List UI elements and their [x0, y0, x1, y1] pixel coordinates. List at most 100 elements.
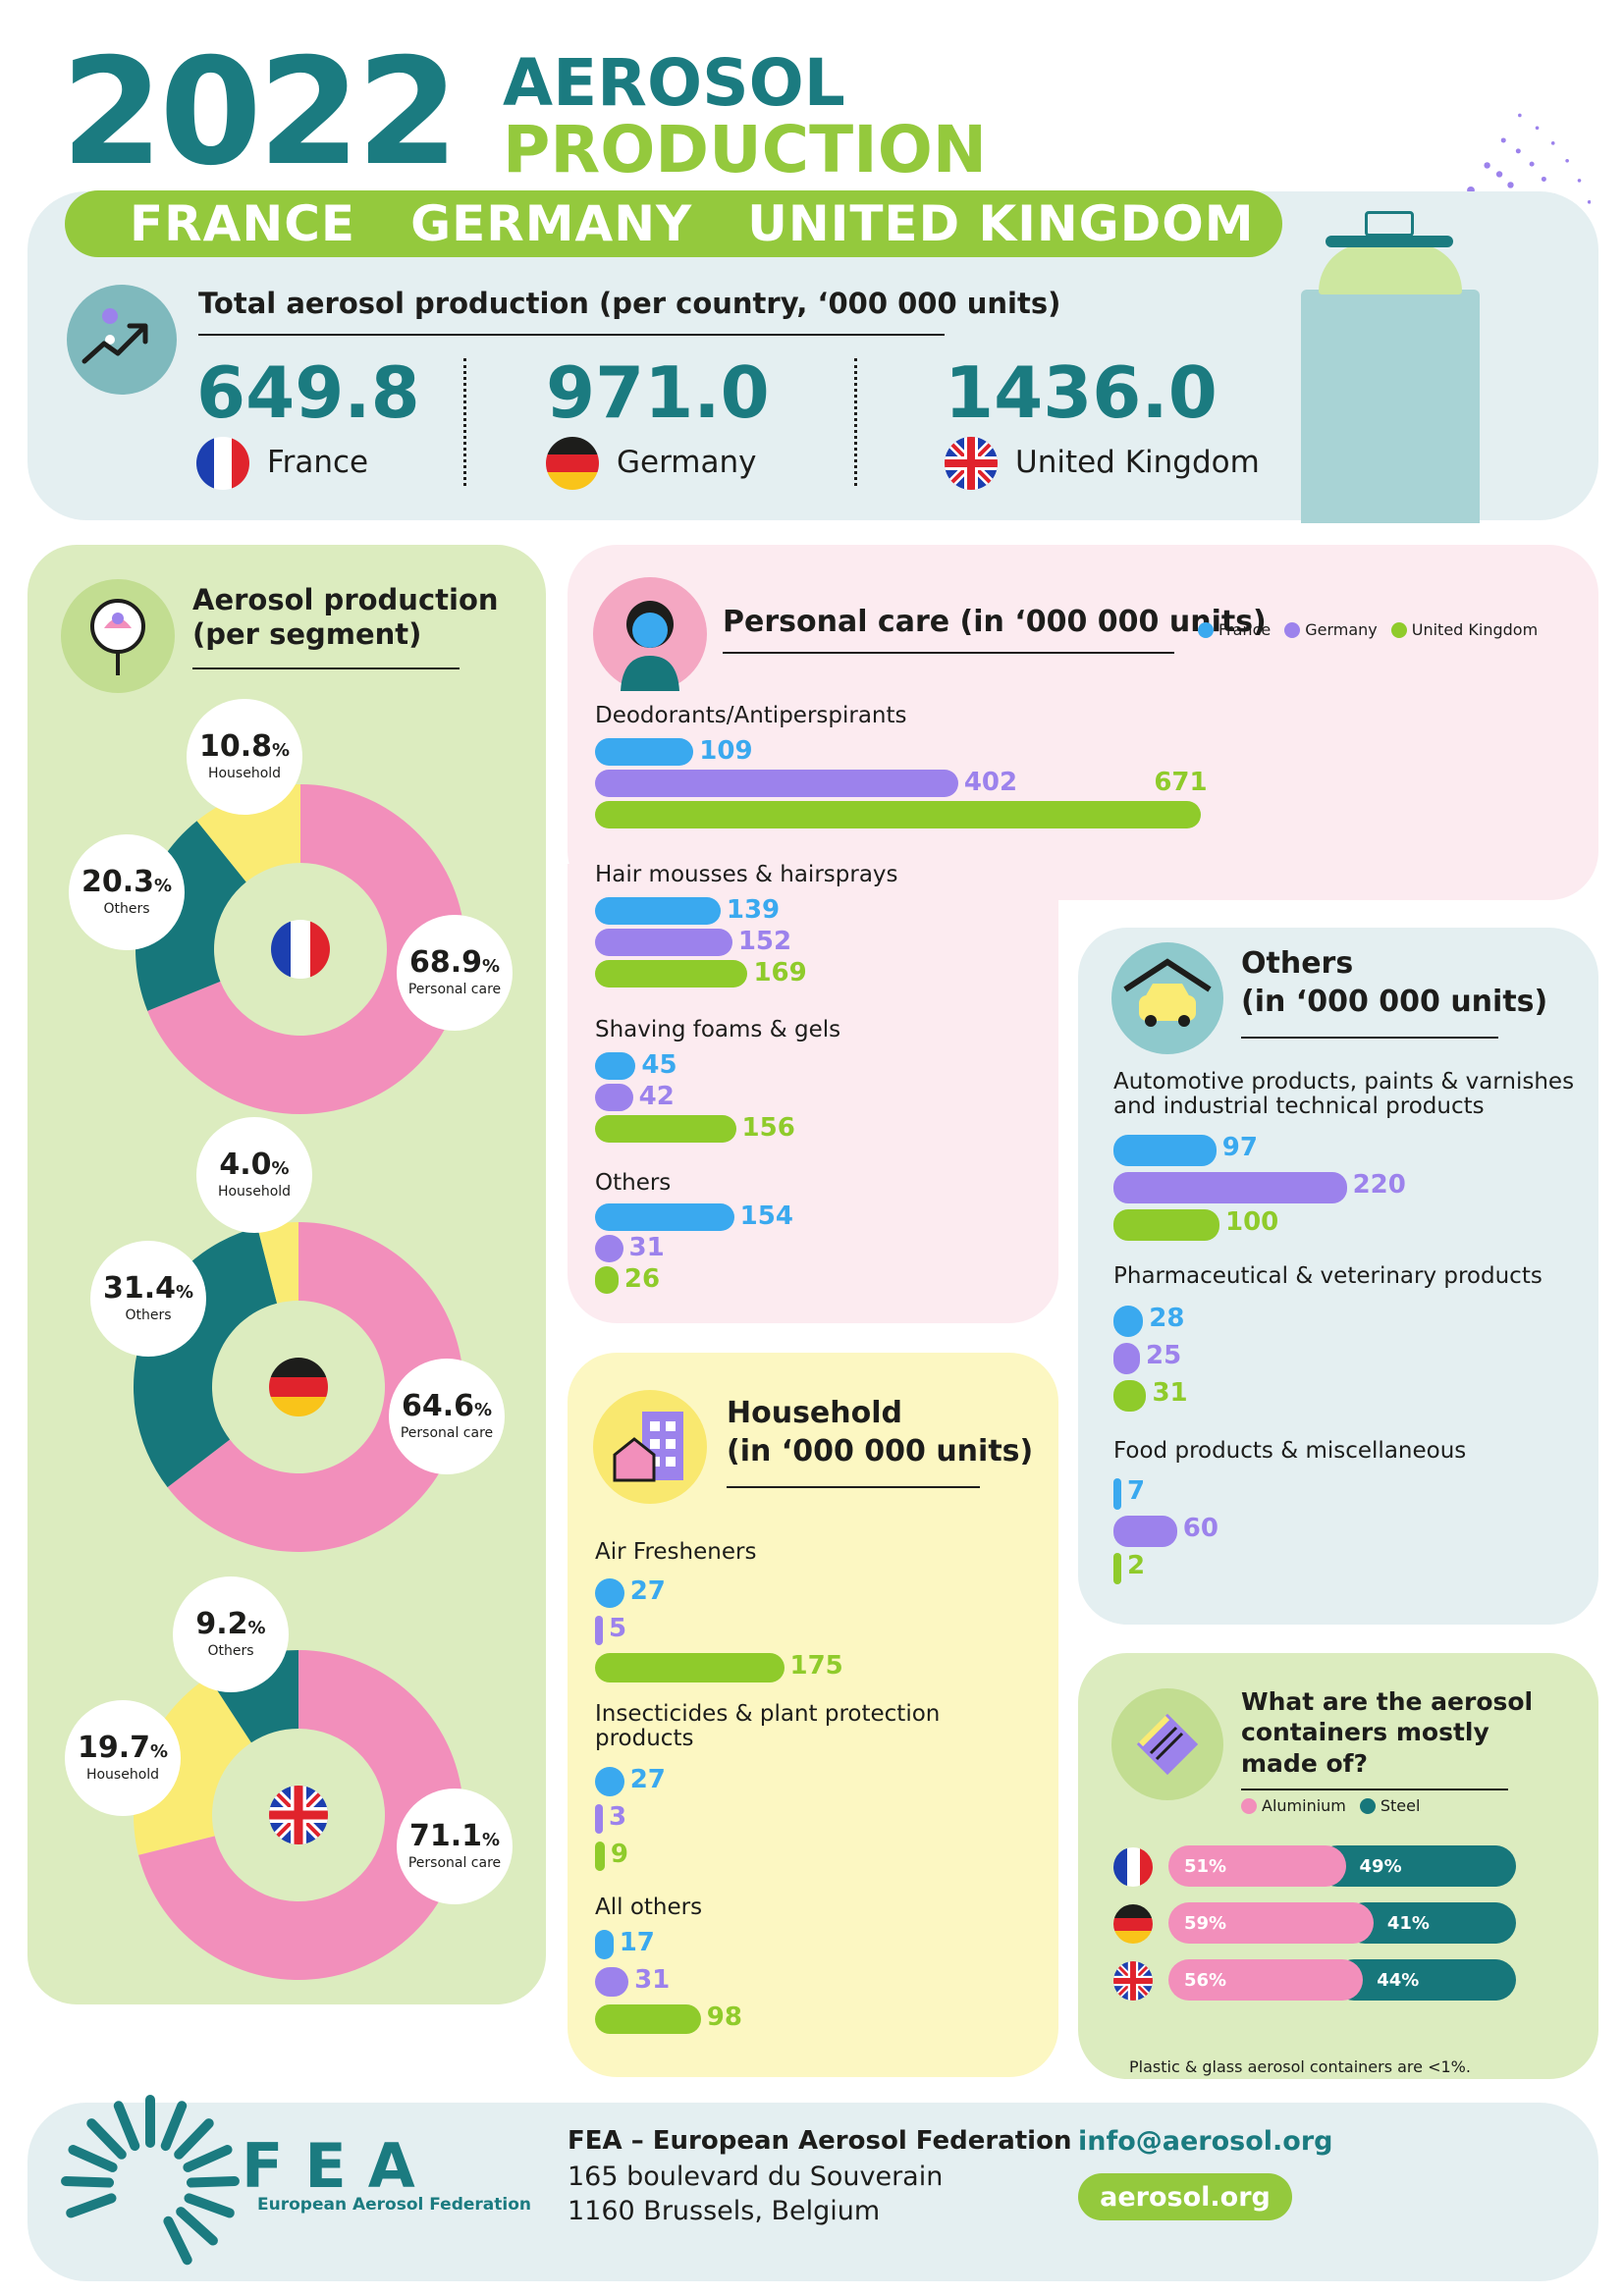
logo-ray — [160, 2101, 188, 2152]
footer-website-link[interactable]: aerosol.org — [1078, 2173, 1292, 2220]
country-banner-uk: UNITED KINGDOM — [747, 195, 1255, 252]
legend-label: Steel — [1380, 1796, 1421, 1815]
bar-value-label: 97 — [1221, 1133, 1258, 1162]
personal-care-title: Personal care (in ‘000 000 units) — [723, 605, 1267, 639]
pct-sign: % — [481, 956, 501, 977]
segment-title: Aerosol production (per segment) — [192, 583, 499, 652]
bar-germany — [595, 929, 732, 956]
container-material-icon — [1111, 1688, 1223, 1800]
bar-germany — [595, 770, 958, 797]
spray-dot — [1484, 162, 1490, 169]
containers-note: Plastic & glass aerosol containers are <… — [1129, 2057, 1471, 2076]
trend-up-icon — [67, 285, 177, 395]
category-label: All others — [595, 1895, 703, 1920]
footer-address-line2: 1160 Brussels, Belgium — [568, 2196, 881, 2227]
footer-email-link[interactable]: info@aerosol.org — [1078, 2126, 1333, 2157]
bar-germany — [1113, 1516, 1177, 1547]
bar-value-label: 45 — [641, 1050, 677, 1080]
pct-sign: % — [149, 1741, 169, 1762]
bar-united-kingdom — [595, 1266, 619, 1294]
bar-france — [1113, 1135, 1217, 1166]
germany-flag-icon — [546, 437, 599, 490]
household-title: Household (in ‘000 000 units) — [727, 1394, 1033, 1470]
bar-value-label: 60 — [1182, 1514, 1218, 1543]
footer-address: 165 boulevard du Souverain 1160 Brussels… — [568, 2160, 943, 2228]
pct-value: 4.0 — [219, 1148, 272, 1182]
bar-germany — [595, 1804, 603, 1834]
aerosol-can-body — [1301, 290, 1480, 523]
category-label: Pharmaceutical & veterinary products — [1113, 1263, 1543, 1289]
legend-aluminium: Aluminium — [1241, 1796, 1346, 1815]
pct-label: Personal care — [400, 1425, 494, 1441]
bar-value-label: 3 — [609, 1802, 627, 1832]
total-germany-value: 971.0 — [546, 351, 770, 434]
legend-label: Aluminium — [1262, 1796, 1346, 1815]
bar-united-kingdom — [595, 1653, 785, 1682]
legend-france: France — [1198, 620, 1271, 639]
pct-sign: % — [247, 1618, 266, 1638]
container-bar-aluminium: 59% — [1168, 1902, 1374, 1944]
legend-steel: Steel — [1359, 1796, 1421, 1815]
segment-title-line2: (per segment) — [192, 616, 422, 651]
donut-center-flag-icon — [269, 1786, 328, 1844]
totals-title: Total aerosol production (per country, ‘… — [198, 287, 1061, 320]
germany-flag-icon — [1113, 1904, 1153, 1944]
bar-value-label: 175 — [789, 1651, 843, 1681]
spray-dot — [1495, 171, 1503, 178]
bar-united-kingdom — [595, 960, 748, 988]
bar-value-label: 31 — [634, 1965, 671, 1995]
aerosol-can-top — [1319, 243, 1462, 294]
pct-sign: % — [175, 1282, 194, 1303]
donut-center-flag-icon — [271, 920, 330, 979]
bar-france — [595, 1578, 624, 1608]
aerosol-can-nozzle — [1365, 211, 1414, 237]
bubble-uk-household: 19.7% Household — [65, 1700, 181, 1816]
legend-uk: United Kingdom — [1390, 620, 1538, 639]
pct-value: 10.8 — [198, 729, 272, 764]
uk-flag-icon — [945, 437, 998, 490]
pct-sign: % — [271, 740, 291, 761]
bar-value-label: 2 — [1127, 1551, 1146, 1580]
bar-france — [595, 1767, 624, 1796]
footer-org-name: FEA – European Aerosol Federation — [568, 2126, 1072, 2156]
pct-sign: % — [481, 1830, 501, 1850]
uk-flag-icon — [1113, 1961, 1153, 2001]
fea-logo-text: FEA — [242, 2130, 437, 2202]
category-label: Hair mousses & hairsprays — [595, 862, 898, 887]
bubble-france-others: 20.3% Others — [69, 834, 185, 950]
bar-germany — [1113, 1343, 1140, 1374]
bar-value-label: 154 — [739, 1201, 793, 1231]
spray-dot — [1565, 159, 1569, 163]
category-label: Insecticides & plant protection products — [595, 1701, 941, 1752]
category-label: Air Fresheners — [595, 1539, 757, 1565]
pct-label: Personal care — [407, 982, 502, 997]
containers-legend: Aluminium Steel — [1241, 1796, 1420, 1815]
pct-value: 68.9 — [408, 945, 482, 980]
others-underline — [1241, 1037, 1498, 1039]
bar-value-label: 17 — [619, 1928, 655, 1957]
france-flag-icon — [196, 437, 249, 490]
bar-value-label: 27 — [629, 1576, 666, 1606]
bar-value-label: 7 — [1127, 1476, 1146, 1506]
person-icon — [593, 577, 707, 691]
bar-value-label: 28 — [1149, 1304, 1185, 1333]
spray-dot — [1507, 182, 1514, 188]
bar-value-label: 31 — [1152, 1378, 1188, 1408]
title-line1: AEROSOL — [503, 45, 845, 121]
containers-underline — [1241, 1789, 1508, 1790]
fea-logo-icon — [61, 2095, 240, 2266]
aerosol-can-ring — [1326, 236, 1453, 247]
pct-label: Others — [103, 901, 150, 917]
container-bar-aluminium: 56% — [1168, 1959, 1364, 2001]
bar-value-label: 139 — [726, 895, 781, 925]
legend-swatch — [1198, 622, 1214, 638]
bar-value-label: 26 — [623, 1264, 661, 1294]
logo-ray — [184, 2193, 235, 2218]
logo-ray — [68, 2145, 118, 2172]
category-label: Others — [595, 1170, 672, 1196]
logo-ray — [183, 2145, 233, 2172]
containers-title: What are the aerosol containers mostly m… — [1241, 1687, 1534, 1778]
bar-united-kingdom — [1113, 1209, 1219, 1241]
others-title-line2: (in ‘000 000 units) — [1241, 985, 1548, 1019]
bubble-germany-household: 4.0% Household — [196, 1117, 312, 1233]
